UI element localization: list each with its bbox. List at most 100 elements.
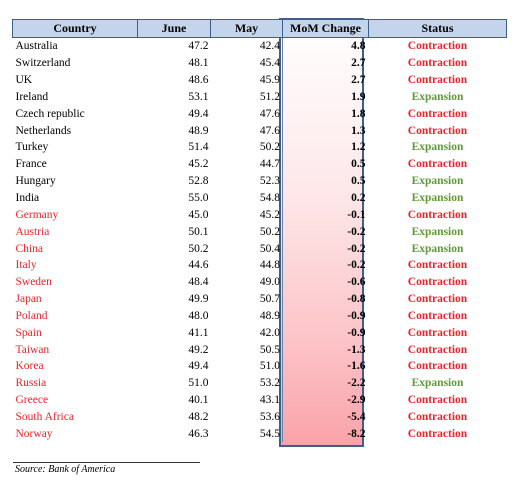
country-cell: Switzerland — [15, 57, 71, 70]
june-value: 49.4 — [188, 360, 209, 373]
mom-change-value: 1.8 — [351, 107, 366, 120]
status-cell: Contraction — [407, 124, 468, 137]
may-value: 47.6 — [210, 122, 283, 140]
may-value: 50.4 — [210, 240, 283, 257]
mom-change-value: 4.8 — [351, 40, 366, 53]
status-cell: Expansion — [411, 192, 464, 205]
may-value: 42.0 — [210, 324, 283, 342]
mom-change-value: -1.6 — [347, 360, 366, 373]
june-value: 48.9 — [188, 124, 209, 137]
table-row: Poland 48.0 48.9 -0.9 Contraction — [13, 307, 507, 325]
status-cell: Expansion — [411, 225, 464, 238]
country-cell: Spain — [15, 326, 42, 339]
table-row: Ireland 53.1 51.2 1.9 Expansion — [13, 88, 507, 106]
country-cell: Turkey — [15, 141, 49, 154]
june-value: 49.9 — [188, 293, 209, 306]
june-value: 55.0 — [188, 192, 209, 205]
june-value: 47.2 — [188, 40, 209, 53]
table-row: Netherlands 48.9 47.6 1.3 Contraction — [13, 122, 507, 140]
table-row: South Africa 48.2 53.6 -5.4 Contraction — [13, 408, 507, 426]
mom-change-value: -2.9 — [347, 394, 366, 407]
status-cell: Contraction — [407, 57, 468, 70]
status-cell: Contraction — [407, 293, 468, 306]
status-cell: Contraction — [407, 326, 468, 339]
table-row: France 45.2 44.7 0.5 Contraction — [13, 155, 507, 173]
may-value: 54.5 — [210, 425, 283, 443]
country-cell: UK — [15, 74, 33, 87]
june-value: 50.2 — [188, 242, 209, 255]
status-cell: Contraction — [407, 107, 468, 120]
mom-change-value: -0.1 — [347, 208, 366, 221]
status-cell: Expansion — [411, 141, 464, 154]
mom-change-value: -1.3 — [347, 343, 366, 356]
status-cell: Contraction — [407, 74, 468, 87]
mom-change-value: 2.7 — [351, 57, 366, 70]
source-note: Source: Bank of America — [15, 464, 116, 475]
mom-change-value: -0.2 — [347, 242, 366, 255]
may-value: 54.8 — [210, 189, 283, 207]
country-cell: Poland — [15, 309, 48, 322]
may-value: 48.9 — [210, 307, 283, 325]
may-value: 45.2 — [210, 206, 283, 224]
mom-change-value: -0.2 — [347, 259, 366, 272]
mom-change-value: -0.6 — [347, 276, 366, 289]
june-value: 49.2 — [188, 343, 209, 356]
june-value: 48.0 — [188, 309, 209, 322]
country-cell: Germany — [15, 208, 59, 221]
mom-change-value: -0.9 — [347, 326, 366, 339]
header-june: June — [137, 19, 211, 38]
country-cell: Japan — [15, 293, 42, 306]
table-row: Greece 40.1 43.1 -2.9 Contraction — [13, 391, 507, 409]
country-cell: Austria — [15, 225, 50, 238]
may-value: 52.3 — [210, 172, 283, 190]
table-body: Australia 47.2 42.4 4.8 Contraction Switzerla… — [13, 37, 507, 443]
table-row: Turkey 51.4 50.2 1.2 Expansion — [13, 139, 507, 156]
status-cell: Contraction — [407, 427, 468, 440]
mom-change-value: -5.4 — [347, 410, 366, 423]
pmi-table-container: Country June May MoM Change Status Austr… — [12, 19, 507, 443]
table-row: Italy 44.6 44.8 -0.2 Contraction — [13, 256, 507, 274]
mom-change-value: 0.5 — [351, 158, 366, 171]
status-cell: Contraction — [407, 410, 468, 423]
status-cell: Contraction — [407, 360, 468, 373]
june-value: 51.0 — [188, 377, 209, 390]
header-may: May — [210, 19, 283, 38]
country-cell: China — [15, 242, 43, 255]
may-value: 42.4 — [210, 37, 283, 55]
country-cell: Greece — [15, 394, 49, 407]
table-row: Sweden 48.4 49.0 -0.6 Contraction — [13, 273, 507, 291]
country-cell: Ireland — [15, 90, 49, 103]
mom-change-value: -0.9 — [347, 309, 366, 322]
status-cell: Contraction — [407, 158, 468, 171]
mom-change-value: 1.2 — [351, 141, 366, 154]
header-status: Status — [368, 19, 507, 38]
status-cell: Contraction — [407, 40, 468, 53]
june-value: 41.1 — [188, 326, 209, 339]
june-value: 51.4 — [188, 141, 209, 154]
june-value: 48.6 — [188, 74, 209, 87]
may-value: 51.0 — [210, 358, 283, 375]
may-value: 50.7 — [210, 290, 283, 308]
status-cell: Contraction — [407, 343, 468, 356]
mom-change-value: 0.5 — [351, 175, 366, 188]
mom-change-value: 2.7 — [351, 74, 366, 87]
country-cell: Italy — [15, 259, 37, 272]
country-cell: Norway — [15, 427, 53, 440]
country-cell: Australia — [15, 40, 58, 53]
country-cell: South Africa — [15, 410, 74, 423]
country-cell: Netherlands — [15, 124, 72, 137]
june-value: 49.4 — [188, 107, 209, 120]
table-row: Russia 51.0 53.2 -2.2 Expansion — [13, 374, 507, 392]
june-value: 48.1 — [188, 57, 209, 70]
june-value: 50.1 — [188, 225, 209, 238]
may-value: 43.1 — [210, 391, 283, 409]
june-value: 44.6 — [188, 259, 209, 272]
table-row: Norway 46.3 54.5 -8.2 Contraction — [13, 425, 507, 443]
country-cell: Russia — [15, 377, 47, 390]
header-country: Country — [12, 19, 138, 38]
country-cell: Czech republic — [15, 107, 85, 120]
status-cell: Expansion — [411, 377, 464, 390]
table-row: Austria 50.1 50.2 -0.2 Expansion — [13, 223, 507, 241]
may-value: 47.6 — [210, 105, 283, 123]
table-row: Czech republic 49.4 47.6 1.8 Contraction — [13, 105, 507, 123]
